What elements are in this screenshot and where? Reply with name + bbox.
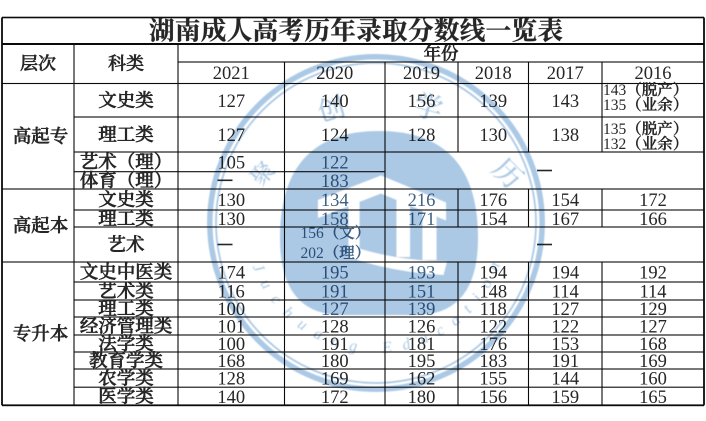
svg-text:126: 126 — [408, 318, 436, 338]
svg-text:143: 143 — [603, 82, 627, 99]
svg-text:154: 154 — [479, 210, 507, 230]
svg-text:194: 194 — [551, 264, 579, 284]
svg-text:156: 156 — [479, 388, 507, 408]
svg-text:183: 183 — [479, 352, 507, 372]
svg-text:2016: 2016 — [635, 64, 672, 84]
svg-text:140: 140 — [217, 388, 245, 408]
svg-text:2021: 2021 — [213, 64, 250, 84]
svg-text:2019: 2019 — [403, 64, 440, 84]
svg-text:118: 118 — [480, 300, 507, 320]
svg-text:159: 159 — [551, 388, 579, 408]
svg-text:155: 155 — [479, 370, 507, 390]
svg-text:167: 167 — [551, 210, 579, 230]
svg-text:128: 128 — [321, 318, 349, 338]
svg-text:2020: 2020 — [316, 64, 353, 84]
svg-text:135: 135 — [603, 121, 627, 138]
svg-text:101: 101 — [217, 318, 245, 338]
svg-text:181: 181 — [408, 335, 436, 355]
svg-text:168: 168 — [639, 335, 667, 355]
svg-text:165: 165 — [639, 388, 667, 408]
svg-text:153: 153 — [551, 335, 579, 355]
svg-text:2017: 2017 — [547, 64, 584, 84]
svg-text:176: 176 — [479, 191, 507, 211]
svg-text:132: 132 — [603, 136, 626, 153]
svg-text:130: 130 — [479, 126, 507, 146]
svg-text:192: 192 — [639, 264, 667, 284]
svg-text:148: 148 — [479, 283, 507, 303]
svg-text:130: 130 — [217, 210, 245, 230]
svg-text:168: 168 — [217, 352, 245, 372]
svg-text:114: 114 — [552, 283, 579, 303]
svg-text:174: 174 — [217, 264, 245, 284]
svg-text:127: 127 — [217, 92, 245, 112]
svg-text:138: 138 — [551, 126, 579, 146]
svg-text:166: 166 — [639, 210, 667, 230]
svg-text:191: 191 — [321, 335, 349, 355]
svg-text:135: 135 — [603, 97, 627, 114]
svg-text:130: 130 — [217, 191, 245, 211]
svg-text:154: 154 — [551, 191, 579, 211]
svg-text:122: 122 — [551, 318, 579, 338]
svg-text:172: 172 — [321, 388, 349, 408]
svg-text:180: 180 — [408, 388, 436, 408]
svg-text:144: 144 — [551, 370, 579, 390]
svg-text:180: 180 — [321, 352, 349, 372]
svg-text:129: 129 — [639, 300, 667, 320]
svg-text:127: 127 — [639, 318, 667, 338]
svg-text:100: 100 — [217, 335, 245, 355]
svg-text:143: 143 — [551, 92, 579, 112]
svg-text:114: 114 — [639, 283, 666, 303]
svg-text:172: 172 — [639, 191, 667, 211]
svg-text:127: 127 — [551, 300, 579, 320]
svg-text:2018: 2018 — [475, 64, 512, 84]
svg-text:194: 194 — [479, 264, 507, 284]
svg-text:191: 191 — [551, 352, 579, 372]
svg-text:160: 160 — [639, 370, 667, 390]
svg-text:169: 169 — [639, 352, 667, 372]
svg-text:195: 195 — [408, 352, 436, 372]
svg-text:128: 128 — [217, 370, 245, 390]
